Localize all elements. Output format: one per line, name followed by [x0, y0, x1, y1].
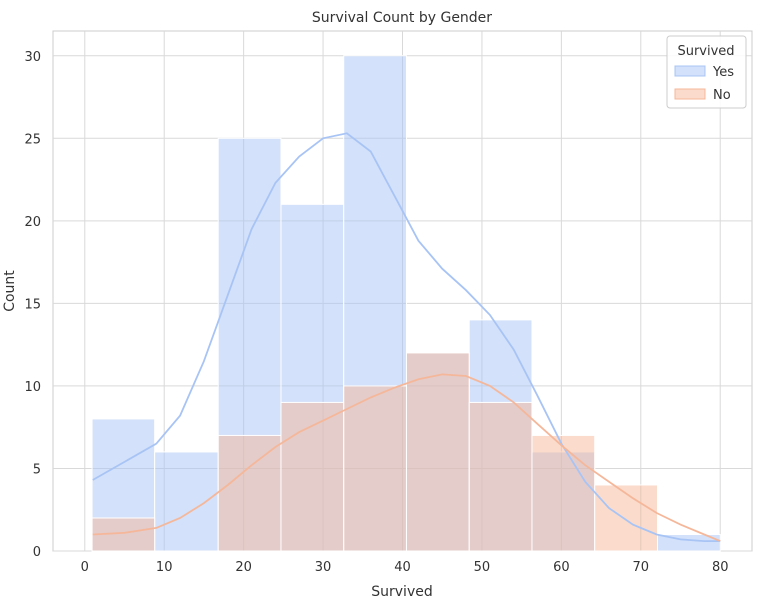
y-axis-ticks: 0 5 10 15 20 25 30: [24, 50, 41, 560]
x-axis-ticks: 0 10 20 30 40 50 60 70 80: [81, 560, 729, 575]
y-tick-label: 10: [24, 380, 41, 395]
kde-lines: [92, 132, 721, 542]
bar-yes: [154, 451, 219, 552]
x-tick-label: 50: [474, 560, 491, 575]
y-axis-title: Count: [2, 270, 18, 312]
legend-swatch-no: [674, 88, 706, 100]
x-axis-title: Survived: [371, 584, 432, 600]
bar-no: [217, 434, 282, 552]
bar-no: [405, 352, 470, 552]
y-tick-label: 5: [33, 462, 41, 477]
x-tick-label: 10: [156, 560, 173, 575]
x-tick-label: 30: [315, 560, 332, 575]
kde-line-no: [92, 373, 721, 542]
legend-label-no: No: [713, 88, 731, 103]
x-tick-label: 70: [633, 560, 650, 575]
bar-no: [468, 401, 533, 552]
bar-no: [531, 434, 596, 552]
x-tick-label: 40: [394, 560, 411, 575]
legend-label-yes: Yes: [712, 65, 734, 80]
legend: Survived Yes No: [666, 35, 747, 109]
y-tick-label: 0: [33, 545, 41, 560]
x-tick-label: 60: [553, 560, 570, 575]
bar-no: [594, 484, 658, 552]
x-tick-label: 20: [235, 560, 252, 575]
x-tick-label: 80: [712, 560, 729, 575]
kde-line-yes: [92, 132, 721, 542]
y-tick-label: 20: [24, 215, 41, 230]
y-tick-label: 30: [24, 50, 41, 65]
bar-no: [343, 385, 407, 552]
legend-swatch-yes: [674, 65, 706, 77]
bar-no: [280, 401, 345, 552]
x-tick-label: 0: [81, 560, 89, 575]
y-tick-label: 25: [24, 132, 41, 147]
y-tick-label: 15: [24, 297, 41, 312]
chart-title: Survival Count by Gender: [312, 10, 492, 26]
legend-title: Survived: [677, 44, 734, 59]
